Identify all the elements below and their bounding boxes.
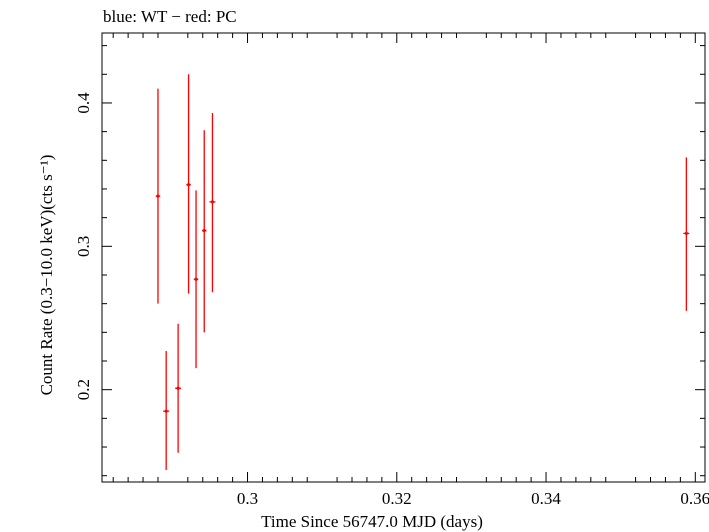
data-point bbox=[683, 157, 690, 311]
data-point bbox=[186, 74, 191, 294]
x-tick-label: 0.3 bbox=[237, 489, 258, 508]
y-tick-label: 0.2 bbox=[74, 379, 93, 400]
point-marker bbox=[210, 200, 215, 204]
point-marker bbox=[186, 183, 191, 187]
point-marker bbox=[176, 386, 180, 390]
point-marker bbox=[194, 277, 198, 281]
data-point bbox=[155, 88, 161, 304]
point-marker bbox=[202, 228, 206, 233]
data-points bbox=[155, 74, 690, 470]
y-tick-label: 0.3 bbox=[74, 236, 93, 257]
point-marker bbox=[684, 231, 688, 236]
data-point bbox=[202, 130, 207, 333]
point-marker bbox=[164, 409, 168, 413]
data-point bbox=[209, 112, 216, 293]
y-axis-label: Count Rate (0.3−10.0 keV)(cts s⁻¹) bbox=[37, 155, 56, 396]
axis-ticks: 0.3 0.32 0.34 0.36 0.2 0.3 0.4 bbox=[74, 33, 709, 508]
point-marker bbox=[156, 194, 160, 198]
x-tick-label: 0.36 bbox=[680, 489, 709, 508]
y-tick-label: 0.4 bbox=[74, 92, 93, 114]
plot-frame bbox=[101, 32, 706, 483]
data-point bbox=[193, 190, 199, 369]
x-tick-label: 0.34 bbox=[531, 489, 561, 508]
x-tick-label: 0.32 bbox=[382, 489, 412, 508]
chart-title: blue: WT − red: PC bbox=[103, 7, 237, 26]
x-axis-label: Time Since 56747.0 MJD (days) bbox=[261, 512, 483, 531]
data-point bbox=[175, 323, 182, 453]
data-point bbox=[163, 350, 170, 470]
